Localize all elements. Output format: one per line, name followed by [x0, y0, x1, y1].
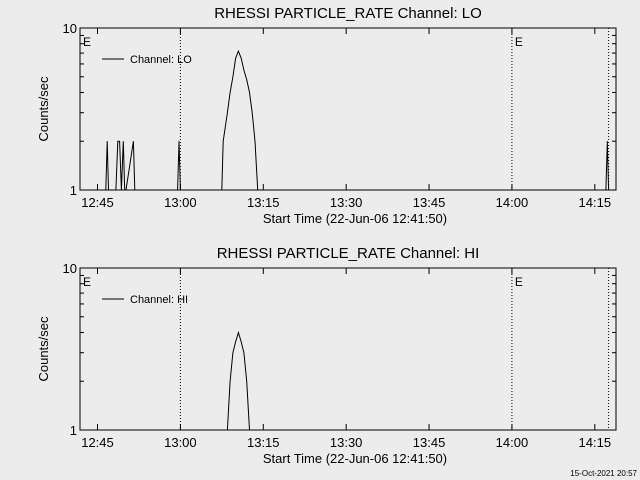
legend-label: Channel: HI [130, 294, 188, 306]
y-tick-label: 1 [70, 183, 77, 198]
x-tick-label: 13:30 [330, 195, 363, 210]
event-marker-label: E [515, 275, 523, 289]
y-tick-label: 10 [63, 21, 77, 36]
x-tick-label: 13:30 [330, 435, 363, 450]
y-axis-label: Counts/sec [36, 316, 51, 382]
x-axis-label: Start Time (22-Jun-06 12:41:50) [263, 451, 447, 466]
plot-frame [79, 267, 617, 431]
y-tick-label: 10 [63, 261, 77, 276]
x-tick-label: 12:45 [81, 435, 114, 450]
x-tick-label: 13:15 [247, 435, 280, 450]
event-marker-label: E [83, 35, 91, 49]
footer-timestamp: 15-Oct-2021 20:57 [570, 469, 637, 478]
series-line [105, 49, 610, 191]
x-tick-label: 12:45 [81, 195, 114, 210]
chart-panel-hi: RHESSI PARTICLE_RATE Channel: HI 12:45 13:… [36, 245, 617, 466]
x-tick-label: 14:15 [579, 435, 612, 450]
chart-panel-lo: RHESSI PARTICLE_RATE Channel: LO 12:45 13:… [36, 5, 617, 226]
event-marker-label: E [515, 35, 523, 49]
series-line [226, 330, 250, 431]
legend-label: Channel: LO [130, 54, 192, 66]
x-tick-label: 13:15 [247, 195, 280, 210]
x-tick-label: 14:15 [579, 195, 612, 210]
x-tick-label: 13:00 [164, 435, 197, 450]
x-tick-label: 13:45 [413, 435, 446, 450]
event-marker-label: E [83, 275, 91, 289]
x-tick-label: 14:00 [496, 435, 529, 450]
x-tick-label: 14:00 [496, 195, 529, 210]
chart-title: RHESSI PARTICLE_RATE Channel: LO [214, 5, 482, 22]
y-axis-label: Counts/sec [36, 76, 51, 142]
plot-frame [79, 27, 617, 191]
x-axis-label: Start Time (22-Jun-06 12:41:50) [263, 211, 447, 226]
x-tick-label: 13:45 [413, 195, 446, 210]
y-tick-label: 1 [70, 423, 77, 438]
chart-title: RHESSI PARTICLE_RATE Channel: HI [217, 245, 480, 262]
x-tick-label: 13:00 [164, 195, 197, 210]
